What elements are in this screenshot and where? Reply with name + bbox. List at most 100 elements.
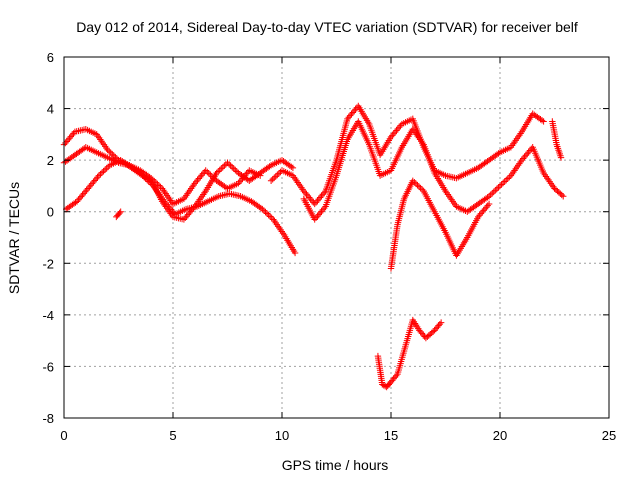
data-point — [192, 178, 200, 185]
data-point — [389, 132, 396, 139]
data-point — [540, 118, 547, 125]
data-point — [240, 173, 248, 181]
data-point — [218, 165, 225, 172]
series-track-6 — [300, 118, 567, 223]
data-point — [262, 208, 269, 216]
data-point — [194, 176, 201, 184]
data-points — [60, 102, 567, 391]
data-point — [219, 163, 227, 171]
y-axis-label: SDTVAR / TECUs — [6, 182, 22, 294]
data-point — [351, 107, 358, 115]
data-point — [272, 173, 279, 180]
data-point — [288, 163, 295, 170]
x-tick-label: 25 — [602, 428, 616, 443]
data-point — [88, 180, 96, 187]
data-point — [519, 155, 527, 162]
data-point — [73, 198, 81, 205]
data-point — [187, 208, 194, 215]
data-point — [243, 170, 250, 177]
data-point — [495, 184, 502, 191]
data-point — [167, 206, 175, 213]
data-point — [197, 173, 204, 181]
data-point — [289, 164, 297, 172]
data-point — [495, 150, 502, 157]
data-point — [239, 175, 246, 182]
data-point — [214, 168, 222, 175]
data-point — [257, 172, 264, 179]
data-point — [265, 211, 272, 219]
data-point — [227, 162, 234, 169]
data-point — [202, 167, 209, 174]
data-point — [315, 195, 322, 203]
y-tick-label: -4 — [42, 308, 54, 323]
data-point — [103, 165, 110, 172]
data-point — [204, 168, 211, 176]
data-point — [308, 197, 316, 204]
y-tick-label: 6 — [47, 50, 54, 65]
x-tick-label: 20 — [493, 428, 507, 443]
data-point — [183, 213, 190, 220]
data-point — [394, 125, 402, 133]
data-point — [232, 166, 239, 174]
data-point — [267, 177, 275, 184]
data-point — [235, 180, 242, 187]
data-point — [142, 175, 149, 182]
data-point — [154, 180, 161, 188]
data-point — [208, 173, 216, 180]
series-track-7 — [387, 177, 493, 272]
data-point — [319, 206, 327, 213]
data-point — [501, 178, 508, 185]
data-point — [101, 166, 109, 173]
data-point — [63, 138, 70, 145]
data-point — [387, 133, 395, 141]
data-point — [275, 170, 283, 177]
data-point — [504, 175, 511, 182]
data-point — [346, 112, 354, 119]
data-point — [109, 151, 116, 158]
data-point — [518, 156, 525, 164]
data-point — [318, 208, 325, 215]
data-point — [393, 127, 400, 134]
data-point — [100, 167, 107, 175]
data-point — [485, 200, 493, 208]
data-point — [300, 187, 307, 195]
data-point — [393, 372, 400, 379]
data-point — [344, 115, 351, 123]
data-point — [490, 188, 497, 196]
data-point — [485, 193, 493, 200]
data-point — [83, 186, 90, 194]
data-point — [291, 249, 299, 257]
data-point — [316, 194, 324, 201]
data-point — [412, 180, 420, 187]
data-point — [268, 214, 275, 222]
data-point — [184, 211, 192, 218]
data-point — [105, 148, 113, 155]
data-point — [180, 216, 188, 223]
data-point — [116, 209, 123, 217]
data-point — [411, 179, 418, 186]
data-point — [480, 207, 487, 214]
data-point — [68, 131, 76, 139]
data-point — [161, 198, 168, 205]
data-point — [311, 216, 318, 223]
data-point — [321, 189, 328, 196]
data-point — [162, 199, 169, 207]
data-point — [437, 319, 445, 326]
y-tick-label: -2 — [42, 256, 54, 271]
data-point — [311, 200, 318, 208]
data-point — [86, 183, 93, 191]
data-point — [306, 194, 313, 201]
data-point — [166, 204, 173, 212]
data-point — [139, 172, 146, 179]
y-tick-label: 4 — [47, 102, 54, 117]
data-point — [538, 117, 546, 124]
x-tick-label: 15 — [384, 428, 398, 443]
data-point — [314, 213, 321, 220]
series-track-9 — [374, 316, 445, 391]
x-axis-label: GPS time / hours — [282, 457, 389, 473]
data-point — [221, 162, 228, 169]
data-point — [429, 328, 437, 335]
data-point — [224, 159, 231, 166]
